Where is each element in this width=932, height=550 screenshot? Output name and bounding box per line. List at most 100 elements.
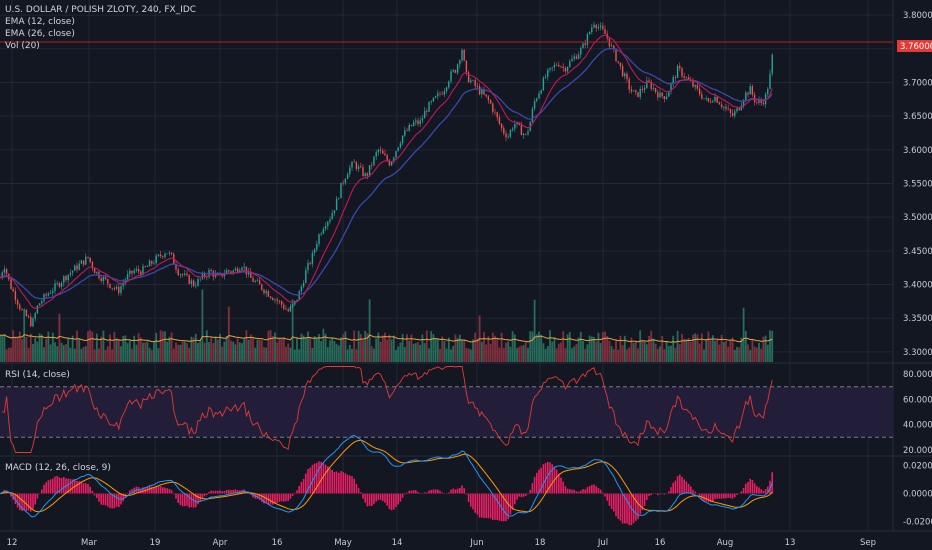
candlesticks[interactable] bbox=[0, 21, 773, 328]
candle-body bbox=[461, 49, 463, 61]
candle-body bbox=[626, 73, 628, 80]
macd-histogram-bar bbox=[340, 471, 342, 494]
macd-histogram-bar bbox=[166, 488, 168, 494]
candle-body bbox=[346, 174, 349, 179]
candle-body bbox=[390, 161, 393, 166]
volume-bar bbox=[241, 343, 243, 362]
candle-body bbox=[694, 85, 696, 87]
candle-body bbox=[206, 276, 208, 278]
candle-body bbox=[758, 100, 760, 103]
macd-histogram-bar bbox=[725, 493, 727, 499]
volume-bar bbox=[146, 341, 149, 362]
macd-histogram-bar bbox=[27, 493, 30, 511]
macd-histogram-bar bbox=[525, 493, 527, 496]
macd-histogram-bar bbox=[690, 486, 692, 494]
macd-histogram-bar bbox=[705, 493, 707, 502]
volume-bar bbox=[406, 334, 408, 362]
candle-body bbox=[619, 62, 622, 67]
macd-histogram-bar bbox=[267, 493, 270, 505]
macd-histogram-bar bbox=[333, 471, 336, 494]
volume-bar bbox=[595, 341, 598, 362]
candle-body bbox=[45, 294, 47, 296]
last-price-tag bbox=[897, 40, 932, 52]
volume-bar bbox=[142, 342, 144, 362]
candle-body bbox=[456, 64, 459, 73]
candle-body bbox=[360, 166, 362, 168]
volume-bar bbox=[0, 335, 1, 362]
macd-histogram-bar bbox=[641, 493, 644, 511]
macd-histogram-bar bbox=[109, 493, 111, 509]
candle-body bbox=[388, 160, 391, 166]
candle-body bbox=[549, 67, 551, 70]
volume-bar bbox=[623, 335, 626, 362]
candle-body bbox=[434, 96, 437, 98]
volume-bar bbox=[590, 336, 593, 362]
macd-histogram-bar bbox=[540, 467, 542, 494]
volume-bar bbox=[476, 338, 479, 362]
volume-bar bbox=[109, 334, 111, 362]
volume-bar bbox=[296, 337, 298, 362]
price-tick-label: 3.35000 bbox=[903, 314, 932, 324]
candle-body bbox=[610, 45, 613, 47]
macd-histogram-bar bbox=[441, 492, 443, 494]
macd-histogram-bar bbox=[659, 493, 661, 495]
macd-histogram-bar bbox=[560, 477, 562, 494]
macd-histogram-bar bbox=[395, 493, 397, 508]
volume-bar bbox=[656, 348, 659, 362]
candle-body bbox=[278, 301, 281, 302]
volume-bar bbox=[179, 344, 182, 362]
macd-histogram-bar bbox=[465, 493, 468, 495]
volume-bar bbox=[533, 299, 536, 362]
volume-bar bbox=[227, 306, 230, 362]
volume-bar bbox=[122, 335, 125, 362]
volume-bar bbox=[161, 331, 164, 362]
candle-body bbox=[102, 277, 105, 282]
volume-bar bbox=[439, 348, 441, 362]
macd-histogram-bar bbox=[520, 493, 523, 498]
macd-histogram-bar bbox=[140, 488, 142, 494]
macd-histogram-bar bbox=[43, 484, 45, 494]
candle-body bbox=[395, 151, 397, 158]
macd-histogram-bar bbox=[692, 489, 694, 494]
volume-bar bbox=[670, 345, 672, 362]
volume-bar bbox=[373, 348, 375, 362]
volume-bar bbox=[714, 340, 716, 362]
macd-histogram-bar bbox=[274, 493, 276, 504]
macd-histogram-bar bbox=[734, 493, 736, 498]
macd-histogram-bar bbox=[401, 493, 404, 498]
volume-bar bbox=[12, 330, 15, 362]
volume-bar bbox=[304, 337, 307, 362]
volume-bar bbox=[168, 336, 171, 362]
volume-bar bbox=[148, 347, 151, 362]
candle-body bbox=[159, 254, 162, 257]
candle-body bbox=[428, 102, 430, 112]
candle-body bbox=[232, 270, 234, 273]
candle-body bbox=[188, 275, 190, 284]
candle-body bbox=[432, 97, 435, 102]
volume-bar bbox=[320, 340, 323, 362]
macd-histogram-bar bbox=[164, 487, 166, 494]
volume-bar bbox=[540, 334, 543, 362]
volume-bar bbox=[681, 333, 683, 362]
macd-histogram-bar bbox=[489, 493, 492, 519]
volume-bar bbox=[14, 337, 17, 362]
volume-bar bbox=[190, 336, 193, 362]
volume-bar bbox=[47, 331, 50, 362]
candle-body bbox=[734, 111, 736, 116]
macd-histogram-bar bbox=[529, 489, 531, 494]
volume-bar bbox=[322, 328, 325, 362]
volume-bar bbox=[566, 334, 569, 362]
macd-histogram-bar bbox=[102, 493, 105, 505]
macd-histogram-bar bbox=[133, 487, 135, 494]
volume-ma-line bbox=[0, 334, 773, 343]
volume-bar bbox=[150, 349, 153, 362]
candle-body bbox=[643, 88, 646, 90]
candle-body bbox=[478, 86, 481, 95]
volume-bar bbox=[720, 334, 723, 362]
volume-bar bbox=[54, 342, 56, 362]
macd-histogram-bar bbox=[573, 489, 575, 494]
macd-histogram-bar bbox=[338, 472, 340, 494]
volume-bar bbox=[170, 332, 173, 362]
volume-bar bbox=[480, 341, 483, 362]
